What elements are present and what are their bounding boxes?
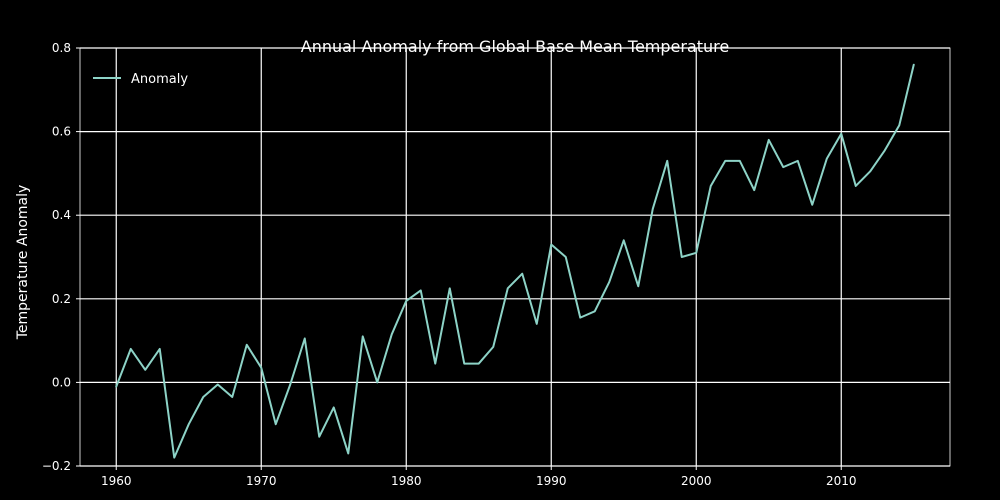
data-point-1993	[594, 310, 596, 312]
data-point-1999	[681, 256, 683, 258]
data-point-2007	[797, 160, 799, 162]
y-tick-label-neg0_2: −0.2	[42, 459, 71, 473]
legend-label-anomaly: Anomaly	[131, 72, 188, 87]
data-point-1998	[666, 160, 668, 162]
data-point-1968	[231, 396, 233, 398]
data-point-2000	[695, 252, 697, 254]
data-point-1961	[130, 348, 132, 350]
data-point-1975	[333, 406, 335, 408]
data-point-1962	[144, 369, 146, 371]
data-point-1987	[507, 287, 509, 289]
data-point-2014	[898, 124, 900, 126]
data-point-2002	[724, 160, 726, 162]
data-point-1972	[289, 383, 291, 385]
data-point-1980	[405, 300, 407, 302]
x-axis: 1960 1970 1980 1990 2000 2010	[101, 466, 857, 488]
y-axis-label: Temperature Anomaly	[15, 185, 31, 341]
data-point-1969	[246, 344, 248, 346]
data-point-1992	[579, 317, 581, 319]
series-line-anomaly	[115, 63, 915, 459]
data-point-2006	[782, 166, 784, 168]
data-point-1966	[202, 396, 204, 398]
data-point-1963	[159, 348, 161, 350]
y-tick-label-0_6: 0.6	[52, 125, 71, 139]
data-point-2011	[855, 185, 857, 187]
data-point-1984	[463, 362, 465, 364]
data-point-1979	[391, 333, 393, 335]
data-point-1988	[521, 273, 523, 275]
data-point-1982	[434, 362, 436, 364]
x-tick-label-2010: 2010	[826, 474, 857, 488]
data-point-2004	[753, 189, 755, 191]
x-tick-label-1990: 1990	[536, 474, 567, 488]
data-point-1960	[115, 385, 117, 387]
x-tick-label-2000: 2000	[681, 474, 712, 488]
data-point-2003	[739, 160, 741, 162]
data-point-1990	[550, 243, 552, 245]
x-tick-label-1960: 1960	[101, 474, 132, 488]
y-axis: −0.2 0.0 0.2 0.4 0.6 0.8	[42, 41, 80, 473]
legend: Anomaly	[93, 72, 188, 87]
data-point-1994	[608, 281, 610, 283]
data-point-1970	[260, 367, 262, 369]
x-tick-label-1970: 1970	[246, 474, 277, 488]
data-point-1985	[478, 362, 480, 364]
y-tick-label-0_8: 0.8	[52, 41, 71, 55]
data-point-1973	[304, 337, 306, 339]
data-point-1981	[420, 289, 422, 291]
data-point-2009	[826, 158, 828, 160]
data-point-1964	[173, 457, 175, 459]
y-tick-label-0_4: 0.4	[52, 208, 71, 222]
y-tick-label-0: 0.0	[52, 375, 71, 389]
data-point-1974	[318, 436, 320, 438]
data-point-1996	[637, 285, 639, 287]
data-point-1989	[536, 323, 538, 325]
data-point-1976	[347, 452, 349, 454]
data-point-1986	[492, 346, 494, 348]
data-point-1995	[623, 239, 625, 241]
data-point-1971	[275, 423, 277, 425]
data-point-1977	[362, 335, 364, 337]
data-point-1965	[188, 423, 190, 425]
data-point-2012	[869, 170, 871, 172]
data-point-2010	[840, 133, 842, 135]
plot-frame	[79, 47, 951, 467]
y-tick-label-0_2: 0.2	[52, 292, 71, 306]
x-tick-label-1980: 1980	[391, 474, 422, 488]
data-point-2013	[884, 149, 886, 151]
data-point-1967	[217, 383, 219, 385]
data-point-1978	[376, 381, 378, 383]
chart-title: Annual Anomaly from Global Base Mean Tem…	[301, 37, 730, 56]
data-point-1997	[652, 208, 654, 210]
data-point-2001	[710, 185, 712, 187]
data-point-2008	[811, 204, 813, 206]
series-layer	[115, 63, 915, 459]
data-point-2015	[913, 64, 915, 66]
data-point-1983	[449, 287, 451, 289]
data-point-1991	[565, 256, 567, 258]
data-point-2005	[768, 139, 770, 141]
